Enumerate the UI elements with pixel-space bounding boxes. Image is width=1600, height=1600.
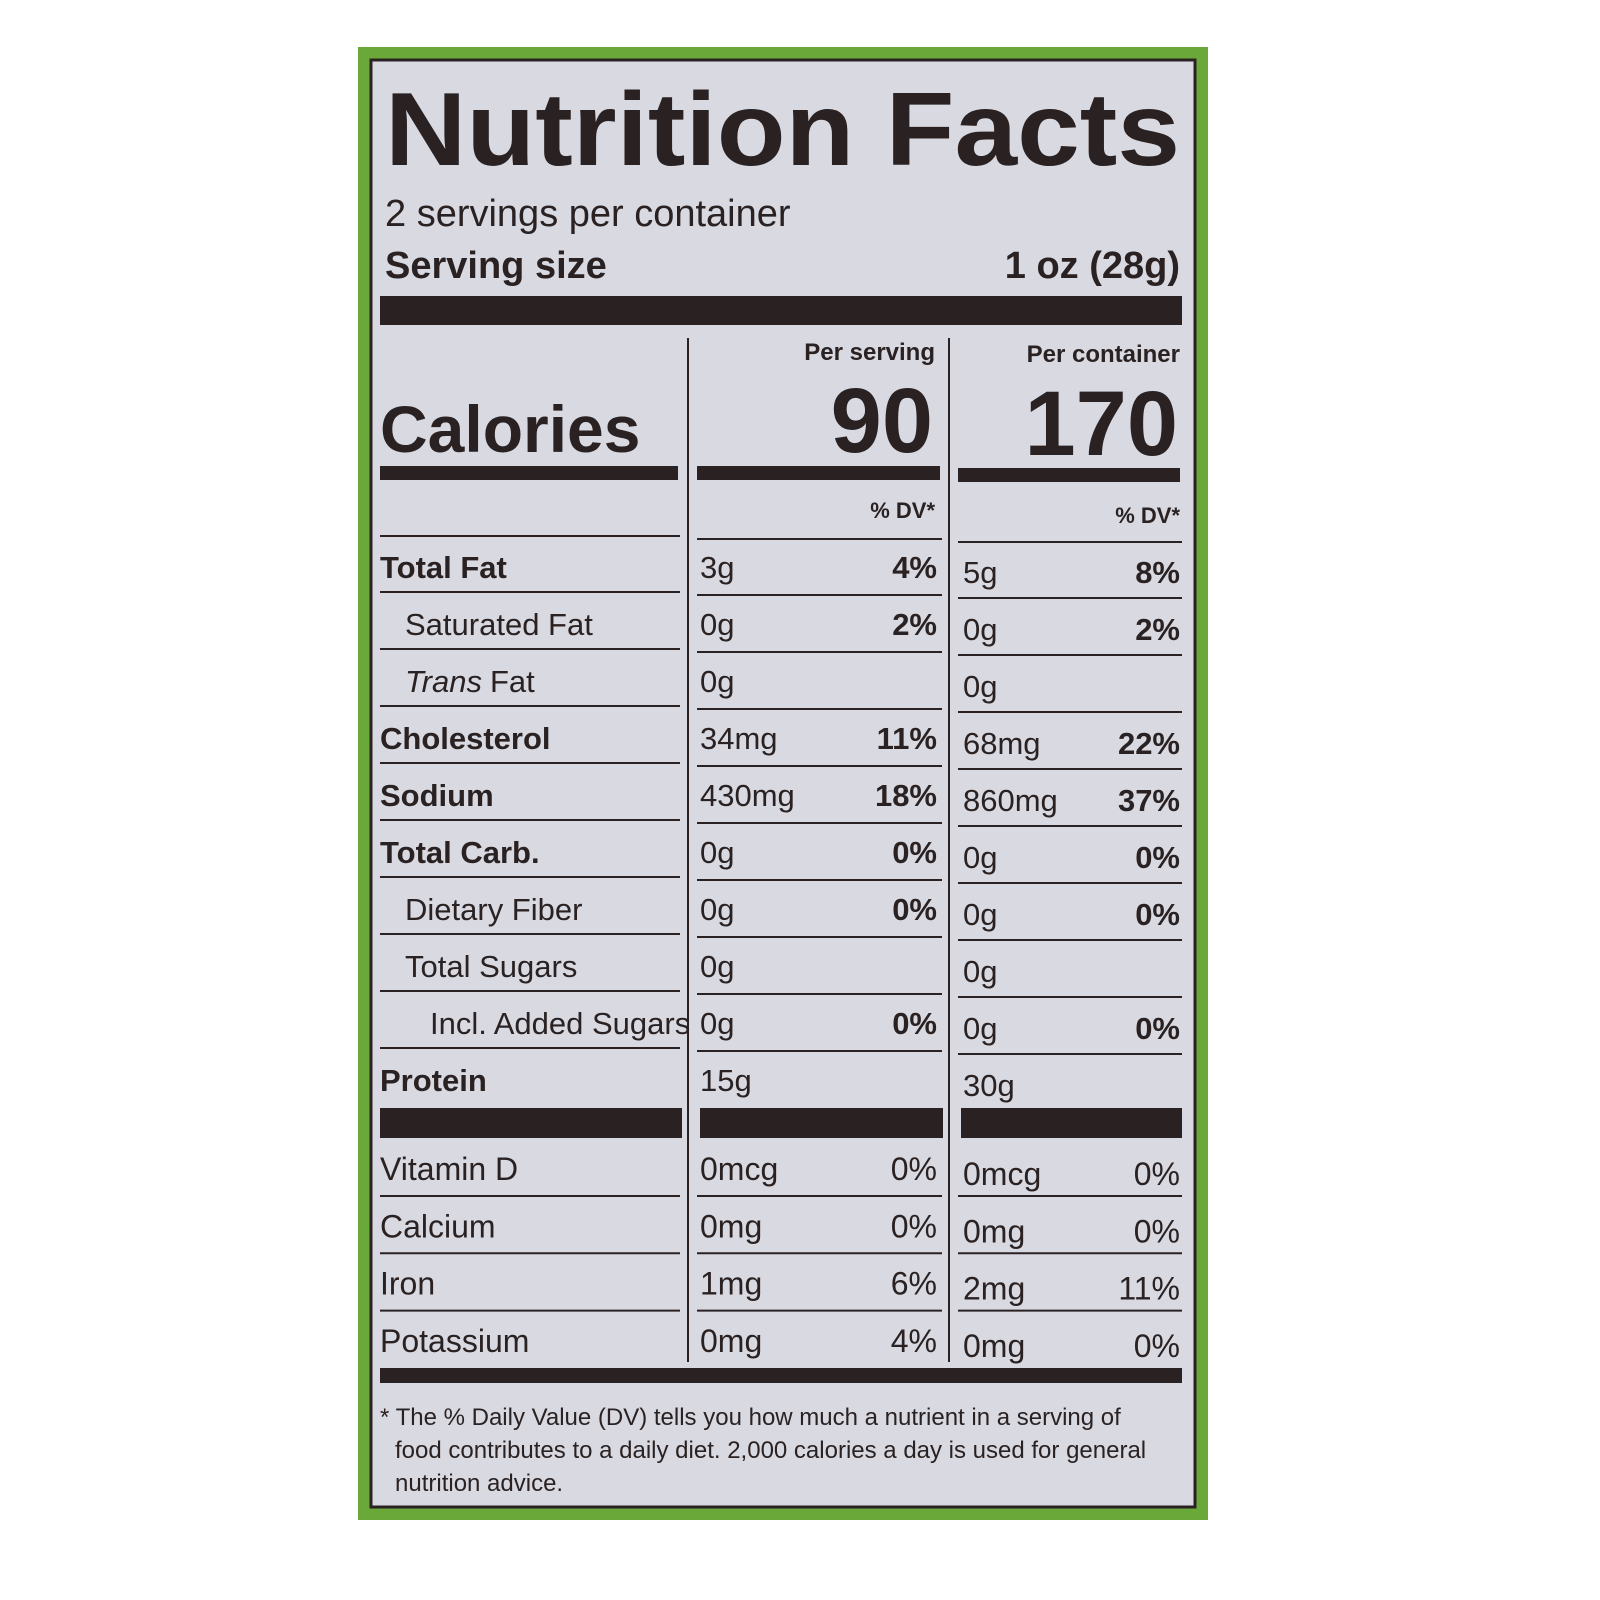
container-dv: 11% xyxy=(1118,1271,1180,1307)
thick-bar xyxy=(380,466,678,480)
nutrient-name: Trans Fat xyxy=(405,664,535,699)
container-amount: 30g xyxy=(963,1068,1015,1103)
container-amount: 0mg xyxy=(963,1213,1025,1249)
serving-amount: 1mg xyxy=(700,1266,762,1302)
serving-dv: 0% xyxy=(892,835,937,870)
thick-bar xyxy=(961,1108,1182,1138)
container-dv: 0% xyxy=(1134,1156,1180,1192)
footnote-line: food contributes to a daily diet. 2,000 … xyxy=(395,1437,1146,1464)
container-amount: 0mcg xyxy=(963,1156,1041,1192)
container-amount: 0g xyxy=(963,840,997,875)
thick-bar xyxy=(958,468,1180,482)
serving-amount: 34mg xyxy=(700,721,778,756)
footnote-line: * The % Daily Value (DV) tells you how m… xyxy=(380,1404,1121,1431)
serving-amount: 15g xyxy=(700,1063,752,1098)
nutrient-name: Iron xyxy=(380,1266,435,1302)
calories-serving: 90 xyxy=(831,370,933,472)
container-dv: 2% xyxy=(1135,612,1180,647)
servings: 2 servings per container xyxy=(385,193,791,235)
footnote-line: nutrition advice. xyxy=(395,1470,563,1497)
serving-dv: 0% xyxy=(892,1006,937,1041)
serving-amount: 3g xyxy=(700,550,734,585)
nutrient-name: Total Carb. xyxy=(380,835,540,870)
serving-dv: 0% xyxy=(891,1151,937,1187)
container-amount: 0g xyxy=(963,1011,997,1046)
serving-dv: 4% xyxy=(892,550,937,585)
nutrient-name: Calcium xyxy=(380,1208,496,1244)
serving-amount: 0g xyxy=(700,892,734,927)
dv-header: % DV* xyxy=(1115,503,1180,528)
container-amount: 68mg xyxy=(963,726,1041,761)
nutrient-name: Total Fat xyxy=(380,550,507,585)
container-dv: 8% xyxy=(1135,555,1180,590)
container-dv: 0% xyxy=(1134,1213,1180,1249)
nutrient-name: Cholesterol xyxy=(380,721,551,756)
serving-dv: 0% xyxy=(891,1208,937,1244)
serving-dv: 6% xyxy=(891,1266,937,1302)
serving-amount: 0mcg xyxy=(700,1151,778,1187)
container-dv: 0% xyxy=(1135,897,1180,932)
serving-dv: 11% xyxy=(877,721,937,756)
container-amount: 0mg xyxy=(963,1328,1025,1364)
serving-amount: 430mg xyxy=(700,778,795,813)
nutrient-name: Saturated Fat xyxy=(405,607,593,642)
serving-size-label: Serving size xyxy=(385,245,607,287)
serving-dv: 18% xyxy=(875,778,937,813)
container-amount: 0g xyxy=(963,954,997,989)
nutrient-name: Total Sugars xyxy=(405,949,577,984)
nutrient-name: Incl. Added Sugars xyxy=(430,1006,690,1041)
serving-amount: 0mg xyxy=(700,1323,762,1359)
serving-dv: 4% xyxy=(891,1323,937,1359)
calories-label: Calories xyxy=(380,392,640,466)
container-amount: 0g xyxy=(963,612,997,647)
nutrient-name-rest: Fat xyxy=(490,664,535,699)
container-amount: 0g xyxy=(963,669,997,704)
serving-amount: 0mg xyxy=(700,1208,762,1244)
thick-bar xyxy=(380,1368,1182,1383)
container-amount: 5g xyxy=(963,555,997,590)
container-dv: 0% xyxy=(1135,1011,1180,1046)
serving-amount: 0g xyxy=(700,949,734,984)
nutrient-name: Vitamin D xyxy=(380,1151,518,1187)
nutrient-name: Protein xyxy=(380,1063,487,1098)
container-amount: 0g xyxy=(963,897,997,932)
per-serving-header: Per serving xyxy=(804,339,935,366)
nutrient-name: Potassium xyxy=(380,1323,529,1359)
nutrient-name-italic: Trans xyxy=(405,664,482,699)
thick-bar xyxy=(380,296,1182,325)
container-amount: 860mg xyxy=(963,783,1058,818)
container-dv: 22% xyxy=(1118,726,1180,761)
serving-dv: 0% xyxy=(892,892,937,927)
serving-amount: 0g xyxy=(700,607,734,642)
serving-amount: 0g xyxy=(700,1006,734,1041)
calories-container: 170 xyxy=(1025,373,1179,475)
thick-bar xyxy=(700,1108,943,1138)
per-container-header: Per container xyxy=(1027,341,1180,368)
dv-header: % DV* xyxy=(870,498,935,523)
thick-bar xyxy=(380,1108,682,1138)
nutrient-name: Sodium xyxy=(380,778,494,813)
serving-size-value: 1 oz (28g) xyxy=(1005,245,1180,287)
container-amount: 2mg xyxy=(963,1271,1025,1307)
thick-bar xyxy=(697,466,940,480)
serving-dv: 2% xyxy=(892,607,937,642)
inner-border xyxy=(369,58,1197,1509)
title: Nutrition Facts xyxy=(385,72,1180,188)
container-dv: 0% xyxy=(1135,840,1180,875)
serving-amount: 0g xyxy=(700,664,734,699)
nutrient-name: Dietary Fiber xyxy=(405,892,582,927)
container-dv: 37% xyxy=(1118,783,1180,818)
serving-amount: 0g xyxy=(700,835,734,870)
container-dv: 0% xyxy=(1134,1328,1180,1364)
